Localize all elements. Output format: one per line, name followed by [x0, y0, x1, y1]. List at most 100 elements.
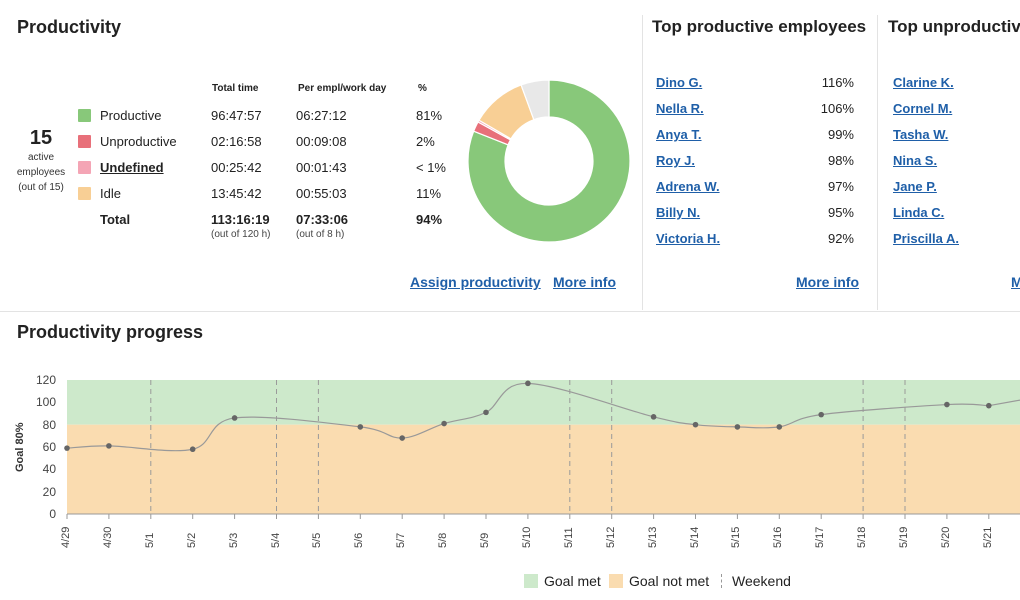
top-productive-employee-pct: 97% — [827, 179, 854, 194]
total-per: 07:33:06 — [296, 212, 349, 227]
top-unproductive-more-info-link[interactable]: M — [1011, 274, 1020, 290]
active-label-3: (out of 15) — [18, 182, 64, 193]
x-tick-label: 5/4 — [269, 532, 282, 548]
x-tick-label: 5/10 — [520, 526, 533, 548]
data-point — [189, 446, 196, 453]
x-tick-label: 5/6 — [353, 532, 366, 548]
x-tick-label: 5/17 — [814, 526, 827, 548]
top-productive-employee-link[interactable]: Billy N. — [656, 205, 701, 220]
top-productive-employee-link[interactable]: Dino G. — [656, 75, 703, 90]
top-unproductive-title: Top unproductive — [888, 17, 1020, 36]
legend-goal-met-swatch — [524, 574, 538, 588]
top-unproductive-employee-link[interactable]: Linda C. — [893, 205, 945, 220]
x-tick-label: 5/1 — [143, 532, 156, 548]
data-point — [818, 411, 824, 418]
data-point — [399, 435, 406, 441]
active-employees: 15 active employees (out of 15) — [10, 127, 72, 195]
total-time-sub: (out of 120 h) — [211, 229, 271, 240]
x-tick-label: 5/19 — [898, 526, 910, 548]
row-pct-productive: 81% — [416, 108, 443, 123]
undefined-link[interactable]: Undefined — [100, 160, 164, 175]
row-pct-undefined: < 1% — [416, 160, 446, 175]
row-label-idle: Idle — [100, 186, 121, 201]
header-total-time: Total time — [212, 83, 259, 94]
x-tick-label: 5/20 — [939, 526, 952, 548]
row-per-productive: 06:27:12 — [296, 108, 347, 123]
y-tick-label: 100 — [35, 395, 56, 410]
row-total-productive: 96:47:57 — [211, 108, 262, 123]
legend-weekend: Weekend — [732, 573, 791, 589]
goal-met-area — [67, 380, 1020, 425]
y-tick-label: 60 — [42, 440, 56, 454]
data-point — [650, 414, 657, 420]
top-productive-employee-pct: 95% — [827, 205, 854, 220]
productivity-more-info-link[interactable]: More info — [553, 274, 616, 290]
divider — [642, 15, 643, 310]
top-productive-employee-pct: 99% — [827, 127, 854, 142]
data-point — [692, 421, 699, 428]
x-tick-label: 5/9 — [479, 532, 491, 548]
top-unproductive-employee-link[interactable]: Clarine K. — [893, 75, 954, 90]
legend-weekend-marker — [721, 574, 722, 588]
top-unproductive-employee-link[interactable]: Priscilla A. — [893, 231, 959, 246]
top-productive-employee-link[interactable]: Roy J. — [656, 153, 696, 168]
row-total-unproductive: 02:16:58 — [211, 134, 262, 149]
progress-chart — [64, 380, 1020, 519]
data-point — [106, 443, 112, 449]
data-point — [441, 420, 447, 427]
y-tick-label: 0 — [49, 507, 56, 521]
productivity-donut — [467, 79, 631, 243]
top-productive-more-info-link[interactable]: More info — [796, 274, 859, 290]
y-tick-label: 120 — [35, 373, 56, 387]
top-productive-employee-link[interactable]: Nella R. — [656, 101, 704, 116]
header-pct: % — [418, 83, 427, 94]
legend-goal-not-met-swatch — [609, 574, 623, 588]
top-unproductive-employee-link[interactable]: Tasha W. — [893, 127, 949, 142]
x-tick-label: 5/8 — [437, 532, 450, 548]
row-per-undefined: 00:01:43 — [296, 160, 347, 175]
top-unproductive-employee-link[interactable]: Jane P. — [893, 179, 937, 194]
active-label-1: active — [27, 152, 55, 163]
header-per-empl: Per empl/work day — [298, 83, 387, 94]
x-tick-label: 5/21 — [981, 526, 994, 548]
donut-slice-remaining — [520, 79, 550, 121]
data-point — [231, 415, 238, 421]
x-tick-label: 5/18 — [856, 526, 869, 548]
top-productive-employee-link[interactable]: Adrena W. — [656, 179, 720, 194]
legend-goal-not-met: Goal not met — [629, 573, 710, 589]
undefined-swatch — [78, 161, 91, 174]
row-per-idle: 00:55:03 — [296, 186, 347, 201]
x-tick-label: 4/29 — [60, 526, 72, 548]
active-label-2: employees — [16, 167, 66, 178]
y-tick-label: 80 — [42, 417, 56, 432]
top-productive-employee-pct: 106% — [820, 101, 854, 116]
x-tick-label: 5/15 — [730, 526, 743, 548]
progress-title: Productivity progress — [17, 322, 204, 342]
top-productive-employee-link[interactable]: Anya T. — [656, 127, 702, 142]
data-point — [525, 380, 531, 387]
x-tick-label: 5/13 — [646, 526, 659, 548]
x-tick-label: 5/3 — [227, 532, 240, 548]
x-tick-label: 5/7 — [395, 532, 408, 548]
top-unproductive-employee-link[interactable]: Nina S. — [893, 153, 938, 168]
total-pct: 94% — [416, 212, 443, 227]
data-point — [944, 401, 950, 408]
assign-productivity-link[interactable]: Assign productivity — [410, 274, 541, 290]
x-tick-label: 4/30 — [101, 526, 114, 548]
x-tick-label: 5/2 — [185, 532, 198, 548]
x-tick-label: 5/16 — [772, 526, 785, 548]
top-productive-employee-pct: 116% — [821, 75, 854, 90]
data-point — [483, 409, 489, 416]
top-unproductive-employee-link[interactable]: Cornel M. — [893, 101, 953, 116]
top-productive-employee-link[interactable]: Victoria H. — [656, 231, 721, 246]
productive-swatch — [78, 109, 91, 122]
data-point — [986, 402, 992, 409]
row-total-undefined: 00:25:42 — [211, 160, 262, 175]
idle-swatch — [78, 187, 91, 200]
data-point — [64, 445, 70, 451]
data-point — [776, 424, 783, 430]
total-time: 113:16:19 — [211, 212, 270, 227]
unproductive-swatch — [78, 135, 91, 148]
total-per-sub: (out of 8 h) — [296, 229, 345, 240]
x-tick-label: 5/14 — [688, 526, 701, 548]
